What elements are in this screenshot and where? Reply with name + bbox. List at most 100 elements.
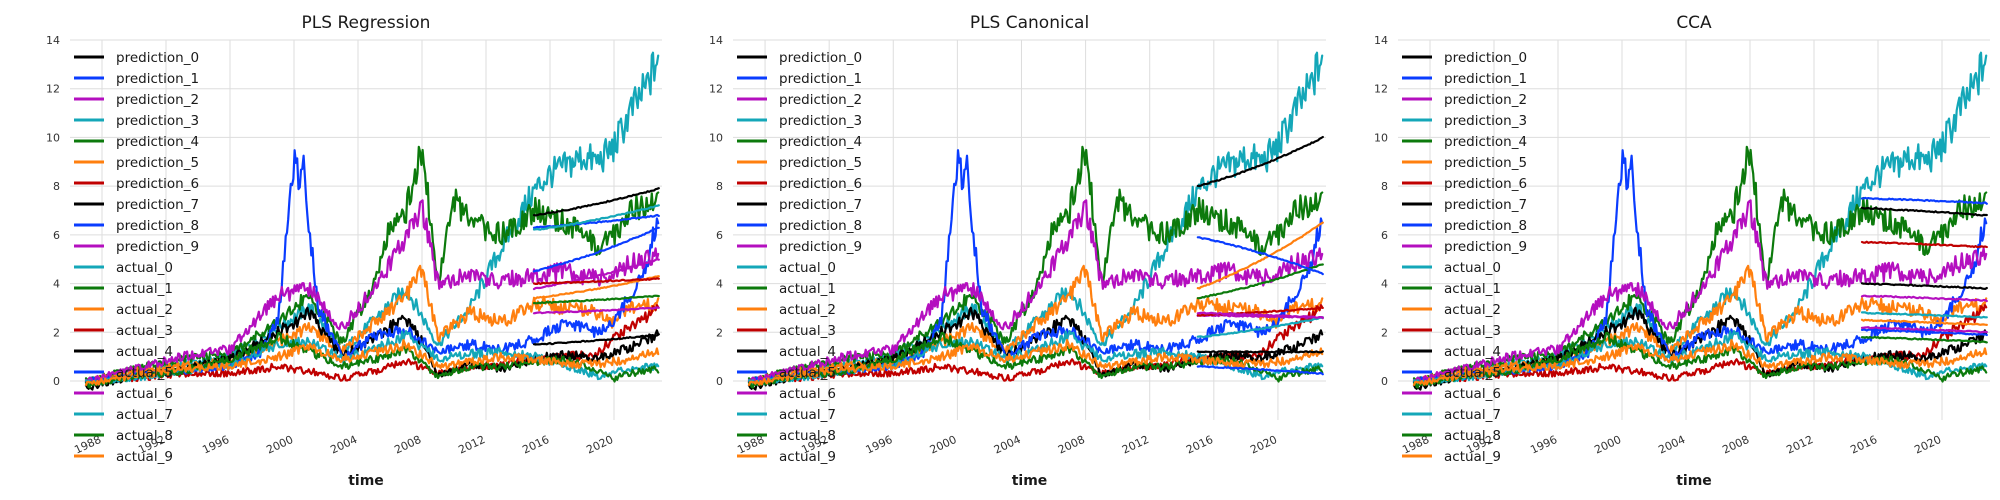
series-actual_8 (84, 331, 660, 389)
legend-label: actual_6 (116, 386, 173, 402)
legend-label: actual_3 (116, 323, 173, 339)
legend-label: actual_9 (116, 449, 173, 465)
series-prediction_8 (1196, 236, 1324, 276)
series-actual_8 (1412, 331, 1988, 389)
legend: prediction_0 prediction_1 prediction_2pred… (737, 50, 862, 465)
chart-title: CCA (1676, 13, 1712, 33)
legend-label: prediction_3 (116, 113, 199, 129)
legend-label: prediction_2 (779, 92, 862, 108)
legend-label: actual_7 (1444, 407, 1501, 423)
series-prediction_6 (532, 277, 660, 286)
x-tick-label: 2012 (456, 433, 487, 457)
legend-label: prediction_6 (116, 176, 199, 192)
legend-label: actual_0 (779, 260, 836, 276)
legend-label: actual_2 (779, 302, 836, 318)
y-tick-label: 6 (716, 229, 723, 242)
series-actual_9 (1412, 338, 1988, 386)
legend-label: prediction_6 (779, 176, 862, 192)
legend-label: actual_3 (1444, 323, 1501, 339)
x-axis-label: time (1676, 473, 1712, 489)
series-actual_9 (747, 338, 1324, 386)
x-tick-label: 2000 (1592, 433, 1623, 457)
series-prediction_0 (1860, 206, 1988, 217)
series-prediction_8 (532, 226, 660, 273)
x-tick-label: 2012 (1784, 433, 1815, 457)
series-prediction_1 (1196, 365, 1324, 376)
x-tick-label: 2004 (328, 433, 359, 457)
series-actual_6 (84, 199, 660, 384)
series-actual_6 (1412, 199, 1988, 384)
legend-label: prediction_9 (116, 239, 199, 255)
y-tick-label: 8 (53, 180, 60, 193)
series-prediction_2 (532, 258, 660, 291)
legend-label: actual_5 (116, 365, 173, 381)
y-tick-label: 8 (1381, 180, 1388, 193)
legend-label: prediction_0 (779, 50, 862, 66)
legend-label: prediction_2 (1444, 92, 1527, 108)
y-tick-label: 10 (46, 131, 60, 144)
legend-label: prediction_7 (779, 197, 862, 213)
legend-label: prediction_9 (1444, 239, 1527, 255)
legend: prediction_0 prediction_1 prediction_2pred… (74, 50, 199, 465)
x-tick-label: 2008 (1056, 433, 1087, 457)
legend-label: prediction_4 (779, 134, 862, 150)
series-actual_1 (747, 145, 1324, 384)
legend-label: actual_9 (1444, 449, 1501, 465)
legend-label: actual_8 (1444, 428, 1501, 444)
legend-label: actual_0 (116, 260, 173, 276)
y-tick-label: 0 (1381, 375, 1388, 388)
y-tick-label: 12 (46, 83, 60, 96)
legend-label: actual_6 (1444, 386, 1501, 402)
series-prediction_4 (1196, 263, 1324, 300)
legend-label: prediction_9 (779, 239, 862, 255)
legend-label: prediction_2 (116, 92, 199, 108)
series-prediction_9 (1196, 311, 1324, 319)
legend-label: actual_2 (116, 302, 173, 318)
x-tick-label: 2008 (392, 433, 423, 457)
x-tick-label: 2016 (1848, 433, 1879, 457)
legend-label: actual_1 (1444, 281, 1501, 297)
legend-label: prediction_4 (1444, 134, 1527, 150)
series-prediction_3 (1196, 316, 1324, 339)
legend-label: actual_6 (779, 386, 836, 402)
legend-label: actual_2 (1444, 302, 1501, 318)
x-tick-label: 2000 (928, 433, 959, 457)
series-actual_8 (747, 331, 1324, 389)
y-tick-label: 12 (709, 83, 723, 96)
y-tick-label: 10 (1374, 131, 1388, 144)
legend-label: prediction_5 (779, 155, 862, 171)
legend-label: prediction_5 (116, 155, 199, 171)
x-tick-label: 1996 (200, 433, 231, 457)
y-tick-label: 8 (716, 180, 723, 193)
legend-label: actual_4 (116, 344, 173, 360)
x-axis-label: time (1012, 473, 1048, 489)
y-tick-label: 0 (53, 375, 60, 388)
series-prediction_3 (532, 204, 660, 231)
series-prediction_9 (1860, 326, 1988, 334)
y-tick-label: 6 (53, 229, 60, 242)
series-actual_6 (747, 199, 1324, 384)
legend-label: prediction_0 (1444, 50, 1527, 66)
legend-label: actual_5 (1444, 365, 1501, 381)
series-actual_2 (1412, 264, 1988, 385)
legend-label: actual_0 (1444, 260, 1501, 276)
legend-label: prediction_1 (779, 71, 862, 87)
y-tick-label: 12 (1374, 83, 1388, 96)
chart-title: PLS Canonical (970, 13, 1089, 33)
legend-label: prediction_3 (1444, 113, 1527, 129)
series-prediction_8 (1860, 328, 1988, 337)
x-tick-label: 2016 (520, 433, 551, 457)
y-tick-label: 6 (1381, 229, 1388, 242)
legend-label: actual_8 (116, 428, 173, 444)
y-tick-label: 4 (53, 278, 60, 291)
series-prediction_1 (532, 213, 660, 229)
x-tick-label: 2020 (1912, 433, 1943, 457)
series-prediction_6 (1860, 240, 1988, 249)
legend-label: prediction_8 (1444, 218, 1527, 234)
series-prediction_4 (532, 294, 660, 305)
x-tick-label: 2020 (584, 433, 615, 457)
series-prediction_3 (1860, 311, 1988, 319)
legend-label: prediction_0 (116, 50, 199, 66)
